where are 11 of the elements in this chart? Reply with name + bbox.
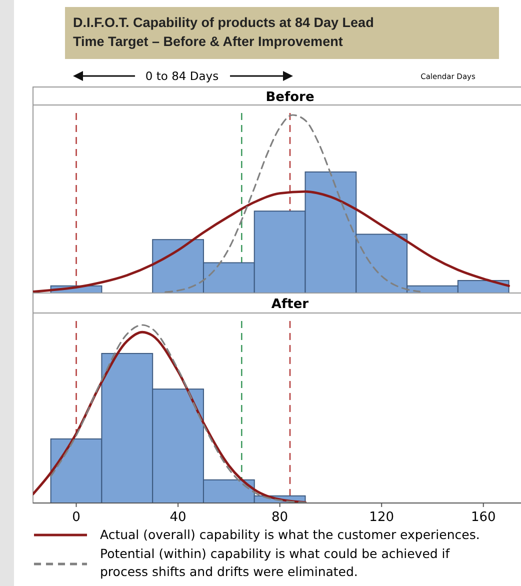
text: 0 to 84 Days <box>145 69 219 83</box>
chart-title: D.I.F.O.T. Capability of products at 84 Day Lead Time Target – Before & After Improvement <box>73 15 374 49</box>
legend-label: Actual (overall) capability is what the customer experiences. <box>100 527 480 542</box>
legend-label: Potential (within) capability is what could be achieved if process shifts and drifts were eliminated. <box>100 546 450 579</box>
chart-subtitle: Before <box>266 90 314 105</box>
chart-title: After <box>271 297 310 312</box>
x-tick-label: 40 <box>170 510 186 525</box>
x-tick-label: 0 <box>72 510 80 525</box>
x-tick-label: 120 <box>369 510 394 525</box>
x-tick-label: 80 <box>272 510 288 525</box>
x-tick-label: 160 <box>470 510 496 525</box>
